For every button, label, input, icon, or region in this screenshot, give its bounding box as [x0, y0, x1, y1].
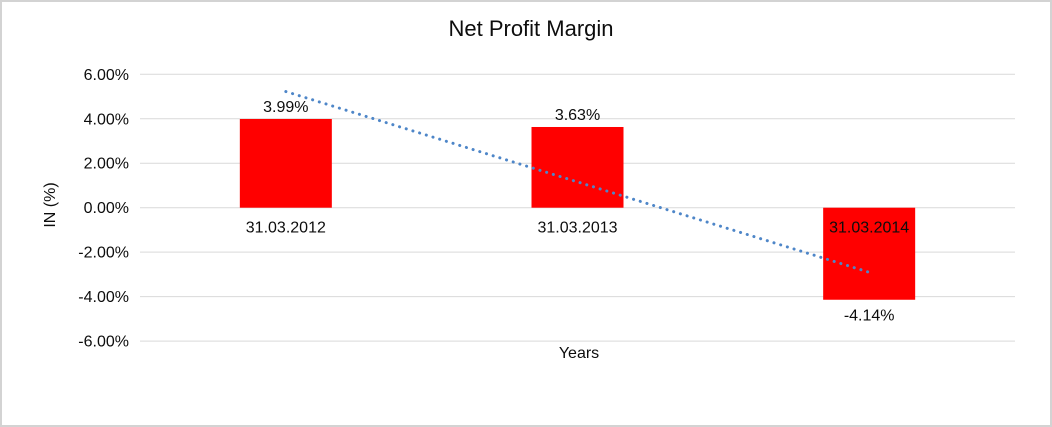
y-tick-label: 2.00% — [84, 156, 129, 173]
bar-value-label: 3.63% — [555, 107, 600, 124]
chart-title: Net Profit Margin — [448, 16, 614, 41]
category-label: 31.03.2013 — [537, 220, 617, 237]
category-label: 31.03.2014 — [829, 220, 909, 237]
y-tick-label: 4.00% — [84, 111, 129, 128]
category-label: 31.03.2012 — [246, 220, 326, 237]
bar — [823, 207, 916, 300]
y-tick-label: -6.00% — [78, 334, 129, 351]
bar — [239, 118, 332, 208]
y-tick-label: -2.00% — [78, 245, 129, 262]
y-tick-label: 6.00% — [84, 67, 129, 84]
bar — [531, 126, 624, 208]
y-axis-title: IN (%) — [42, 182, 59, 228]
y-tick-label: -4.00% — [78, 289, 129, 306]
y-tick-label: 0.00% — [84, 200, 129, 217]
bar-value-label: -4.14% — [844, 308, 895, 325]
bar-value-label: 3.99% — [263, 99, 308, 116]
x-axis-title: Years — [558, 345, 600, 362]
